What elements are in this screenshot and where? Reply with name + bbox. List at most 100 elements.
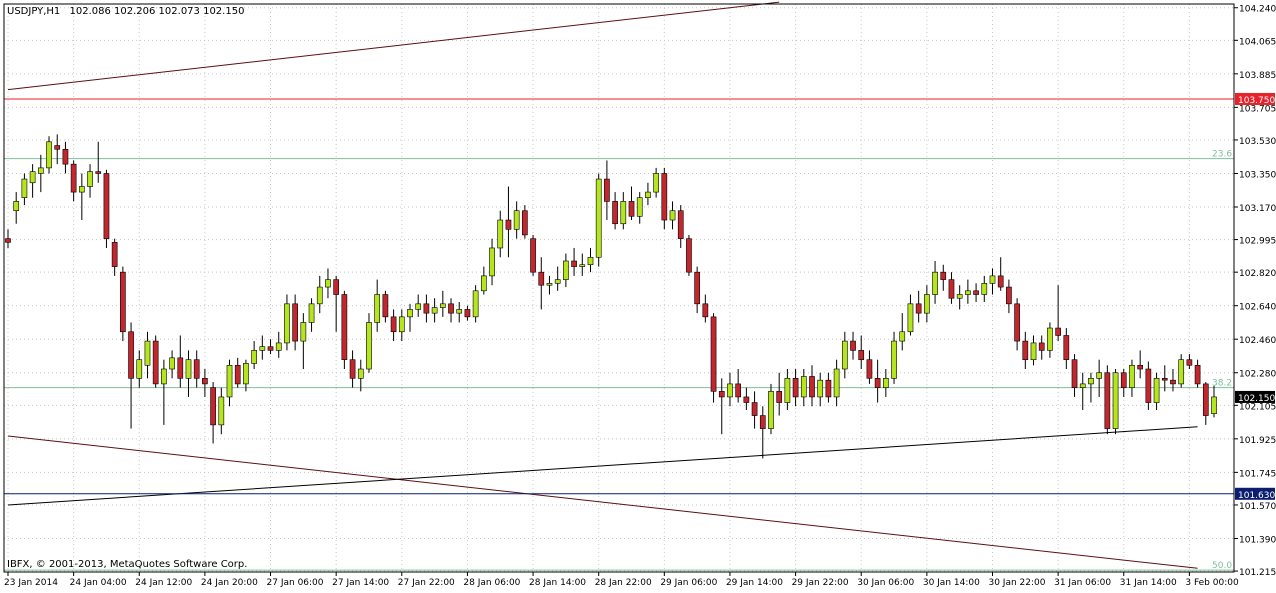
- candle: [366, 313, 372, 373]
- bear-candle-body: [95, 171, 102, 174]
- candle: [866, 350, 873, 384]
- candle: [612, 192, 618, 230]
- candle: [571, 247, 577, 276]
- bull-candle-body: [956, 294, 963, 299]
- bull-candle-body: [800, 376, 807, 398]
- candle: [620, 192, 627, 230]
- candle: [1170, 369, 1176, 392]
- bear-candle-body: [1022, 340, 1029, 360]
- bull-candle-body: [891, 340, 897, 379]
- candle: [341, 290, 348, 370]
- bull-candle-body: [924, 294, 930, 314]
- price-level-tag: [1235, 92, 1275, 105]
- bear-candle-body: [1006, 286, 1012, 305]
- candle: [333, 275, 340, 332]
- bear-candle-body: [70, 163, 77, 193]
- bear-candle-body: [809, 376, 815, 398]
- bear-candle-body: [661, 173, 668, 221]
- candle: [308, 298, 315, 332]
- y-tick-label: 102.280: [1239, 370, 1276, 380]
- bull-candle-body: [144, 340, 151, 366]
- bear-candle-body: [1120, 372, 1127, 388]
- bull-candle-body: [784, 378, 791, 403]
- candle: [1014, 298, 1020, 351]
- candle: [95, 141, 102, 183]
- candle: [497, 210, 504, 258]
- candle: [1104, 365, 1111, 435]
- y-tick-label: 101.215: [1239, 568, 1276, 578]
- x-tick-label: 23 Jan 2014: [4, 578, 58, 588]
- trendline: [7, 435, 1198, 569]
- bull-candle-body: [965, 290, 971, 295]
- fib-level-label: 23.6: [1212, 150, 1232, 160]
- candle: [284, 294, 290, 351]
- candle: [300, 313, 307, 370]
- x-tick-label: 30 Jan 06:00: [857, 578, 914, 588]
- x-tick-label: 27 Jan 22:00: [398, 578, 455, 588]
- candle: [546, 275, 553, 295]
- bear-candle-body: [177, 357, 184, 379]
- bear-candle-body: [1145, 368, 1152, 403]
- bear-candle-body: [341, 294, 348, 360]
- candle: [702, 294, 709, 323]
- bull-candle-body: [439, 303, 446, 308]
- candle: [407, 303, 413, 332]
- candle: [111, 238, 118, 276]
- candle: [636, 192, 643, 224]
- bull-candle-body: [669, 210, 676, 221]
- candle: [325, 268, 331, 299]
- candle: [743, 387, 750, 410]
- bear-candle-body: [1170, 379, 1176, 385]
- candle: [193, 350, 200, 388]
- x-tick-label: 24 Jan 12:00: [135, 578, 192, 588]
- candle: [349, 350, 356, 388]
- bear-candle-body: [5, 238, 11, 243]
- candle: [809, 365, 815, 407]
- candle: [768, 383, 774, 435]
- candle: [800, 369, 807, 407]
- candle: [792, 369, 799, 407]
- x-tick-label: 30 Jan 14:00: [923, 578, 980, 588]
- fib-level-label: 50.0: [1212, 561, 1232, 571]
- candle: [456, 301, 463, 323]
- bear-candle-body: [973, 290, 979, 295]
- bull-candle-body: [1096, 372, 1102, 379]
- candle: [29, 164, 36, 198]
- candle: [858, 335, 865, 370]
- bear-candle-body: [292, 303, 298, 342]
- candle: [727, 372, 733, 407]
- bear-candle-body: [825, 379, 832, 398]
- candle: [997, 257, 1004, 291]
- candle: [136, 350, 143, 388]
- candle: [882, 369, 889, 397]
- bear-candle-body: [850, 340, 856, 351]
- bear-candle-body: [202, 378, 208, 385]
- candle: [981, 275, 988, 302]
- candle: [1088, 372, 1094, 403]
- bull-candle-body: [1112, 372, 1119, 429]
- x-tick-label: 30 Jan 22:00: [988, 578, 1045, 588]
- bull-candle-body: [620, 201, 627, 225]
- bear-candle-body: [612, 201, 618, 225]
- bear-candle-body: [423, 303, 430, 314]
- candle: [653, 167, 659, 198]
- bull-candle-body: [489, 247, 495, 277]
- bull-candle-body: [636, 197, 643, 217]
- candle: [825, 372, 832, 403]
- bear-candle-body: [448, 303, 454, 314]
- axes: 104.240 104.065 103.885 103.705 103.530 103.3…: [3, 3, 1276, 588]
- bull-candle-body: [300, 322, 307, 342]
- candle: [1022, 331, 1029, 370]
- bull-candle-body: [185, 359, 192, 379]
- current-price-label: 102.150: [1238, 394, 1275, 404]
- bull-candle-body: [546, 283, 553, 286]
- bear-candle-body: [522, 210, 528, 236]
- y-tick-label: 103.705: [1239, 104, 1276, 114]
- candle: [907, 294, 914, 336]
- candle: [587, 247, 594, 273]
- bull-candle-body: [1178, 359, 1185, 385]
- candle: [1178, 354, 1185, 388]
- candle: [776, 372, 783, 416]
- x-tick-label: 27 Jan 14:00: [332, 578, 389, 588]
